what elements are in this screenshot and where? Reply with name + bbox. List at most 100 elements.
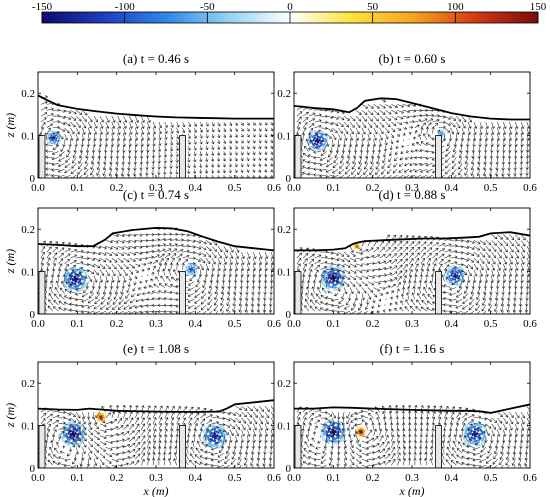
- x-tick-label: 0.0: [31, 318, 45, 330]
- y-axis-label: z (m): [3, 113, 17, 138]
- x-tick-label: 0.1: [70, 318, 84, 330]
- x-tick-label: 0.0: [31, 472, 45, 484]
- panel-a: (a) t = 0.46 s 0.0 0.1 0.2 0.3 0.4 0.5 0.6 0 0.1 0…: [3, 51, 281, 194]
- x-tick-label: 0.0: [31, 182, 45, 194]
- x-tick-label: 0.3: [405, 472, 419, 484]
- y-tick-label: 0.2: [277, 88, 291, 100]
- plot-area: [38, 208, 274, 314]
- baffle: [294, 135, 302, 178]
- panels: (a) t = 0.46 s 0.0 0.1 0.2 0.3 0.4 0.5 0.6 0 0.1 0…: [3, 51, 537, 497]
- baffle: [294, 271, 302, 314]
- plot-area: [38, 72, 274, 178]
- y-tick-label: 0.1: [21, 131, 35, 143]
- x-tick-label: 0.4: [188, 472, 202, 484]
- panel-b: (b) t = 0.60 s 0.0 0.1 0.2 0.3 0.4 0.5 0.6 0 0.1 0…: [277, 51, 537, 194]
- x-tick-label: 0.4: [188, 182, 202, 194]
- x-tick-label: 0.3: [149, 318, 163, 330]
- colorbar-tick-label: 50: [367, 1, 379, 13]
- x-tick-label: 0.6: [267, 318, 281, 330]
- x-tick-label: 0.6: [523, 182, 537, 194]
- plot-area: [294, 72, 530, 178]
- vortex-ring: [314, 137, 321, 144]
- vortex-ring: [471, 430, 479, 438]
- baffle: [435, 425, 443, 468]
- vortex-ring: [211, 432, 219, 440]
- x-tick-label: 0.3: [149, 182, 163, 194]
- baffle: [179, 425, 187, 468]
- panel-title: (c) t = 0.74 s: [123, 187, 189, 202]
- free-surface-line: [294, 231, 530, 252]
- y-tick-label: 0.2: [277, 378, 291, 390]
- vortex-ring: [187, 265, 196, 274]
- colorbar-tick-label: -50: [200, 1, 215, 13]
- vortex-ring: [202, 423, 228, 450]
- vortex-ring: [327, 426, 340, 438]
- vortex-ring: [312, 135, 323, 146]
- vortex-ring: [357, 428, 365, 436]
- free-surface-line: [38, 94, 274, 120]
- y-axis-label: z (m): [3, 249, 17, 274]
- baffle: [38, 135, 46, 178]
- plot-area: [294, 208, 530, 314]
- vortex-ring: [329, 428, 337, 436]
- baffle: [38, 425, 46, 468]
- panel-f: (f) t = 1.16 s 0.0 0.1 0.2 0.3 0.4 0.5 0.6 0 0.1 0…: [277, 341, 537, 497]
- vortex-ring: [446, 267, 465, 285]
- vortex-ring: [355, 426, 367, 438]
- x-tick-label: 0.5: [484, 318, 498, 330]
- y-tick-label: 0: [286, 463, 292, 475]
- vortex-core: [355, 244, 359, 248]
- vortex-ring: [48, 132, 59, 143]
- free-surface-line: [294, 97, 530, 121]
- vortex-core: [331, 276, 336, 280]
- free-surface-line: [294, 403, 530, 414]
- y-tick-label: 0.2: [21, 378, 35, 390]
- x-tick-label: 0.0: [287, 318, 301, 330]
- free-surface-line: [38, 399, 274, 413]
- y-tick-label: 0.2: [277, 224, 291, 236]
- plot-content: [294, 403, 530, 468]
- colorbar-tick-label: 0: [287, 1, 293, 13]
- x-tick-label: 0.1: [326, 182, 340, 194]
- x-tick-label: 0.5: [228, 472, 242, 484]
- vortex-ring: [306, 129, 329, 152]
- plot-content: [38, 226, 274, 314]
- vortex-ring: [450, 271, 461, 281]
- vortex-ring: [50, 134, 58, 142]
- panel-title: (a) t = 0.46 s: [123, 51, 189, 66]
- x-axis-label: x (m): [399, 484, 425, 497]
- baffle: [38, 271, 46, 314]
- vortex-core: [213, 434, 217, 438]
- x-tick-label: 0.4: [188, 318, 202, 330]
- vortex-ring: [62, 423, 84, 445]
- vortex-core: [189, 267, 193, 271]
- x-tick-label: 0.1: [326, 472, 340, 484]
- x-tick-label: 0.1: [326, 318, 340, 330]
- panel-d: (d) t = 0.88 s 0.0 0.1 0.2 0.3 0.4 0.5 0.6 0 0.1 0…: [277, 187, 537, 330]
- panel-c: (c) t = 0.74 s 0.0 0.1 0.2 0.3 0.4 0.5 0.6 0 0.1 0…: [3, 187, 281, 330]
- y-axis-label: z (m): [3, 403, 17, 428]
- y-tick-label: 0.1: [277, 267, 291, 279]
- free-surface-line: [38, 226, 274, 252]
- vortex-core: [316, 139, 320, 143]
- y-tick-label: 0.2: [21, 224, 35, 236]
- panel-e: (e) t = 1.08 s 0.0 0.1 0.2 0.3 0.4 0.5 0.6 0 0.1 0…: [3, 341, 281, 497]
- y-tick-label: 0: [286, 173, 292, 185]
- x-tick-label: 0.1: [70, 472, 84, 484]
- y-tick-label: 0: [286, 309, 292, 321]
- x-tick-label: 0.6: [523, 318, 537, 330]
- baffle: [294, 425, 302, 468]
- vortex-ring: [209, 430, 221, 442]
- x-tick-label: 0.5: [484, 182, 498, 194]
- x-tick-label: 0.3: [149, 472, 163, 484]
- vortex-ring: [95, 411, 107, 423]
- plot-content: [38, 399, 274, 468]
- y-tick-label: 0.1: [277, 131, 291, 143]
- vortex-ring: [439, 131, 444, 136]
- x-tick-label: 0.3: [405, 318, 419, 330]
- panel-title: (d) t = 0.88 s: [379, 187, 446, 202]
- x-tick-label: 0.2: [110, 472, 124, 484]
- plot-content: [294, 97, 530, 178]
- colorbar-tick-label: 150: [530, 1, 547, 13]
